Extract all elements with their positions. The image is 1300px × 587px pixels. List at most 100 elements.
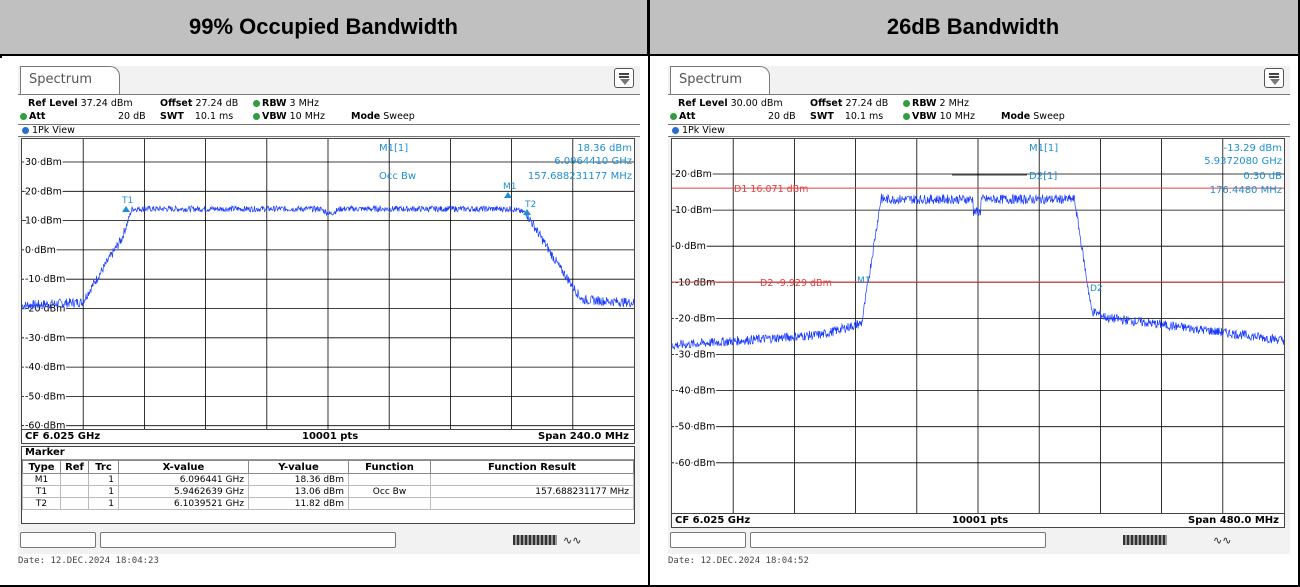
y-tick-label: -40 dBm <box>675 386 715 397</box>
att-label: Att <box>29 111 46 122</box>
att-value: 20 dB <box>768 111 796 122</box>
cell: 6.096441 GHz <box>118 473 249 486</box>
spectrum-plot-left[interactable]: 30 dBm 20 dBm 10 dBm 0 dBm -10 dBm -20 dBm -30… <box>21 138 635 430</box>
y-tick-label: 0 dBm <box>675 241 706 252</box>
cell <box>348 473 431 486</box>
spectrum-plot-right[interactable]: 20 dBm 10 dBm 0 dBm -10 dBm -20 dBm -30 dBm -4… <box>671 138 1285 514</box>
signal-icon: ∿∿ <box>563 534 582 547</box>
signal-icon: ∿∿ <box>1213 534 1232 547</box>
trace-line <box>672 193 1284 350</box>
table-row[interactable]: M1 1 6.096441 GHz 18.36 dBm <box>22 473 634 486</box>
sweep-progress-icon <box>1123 535 1167 545</box>
col-header: X-value <box>118 460 249 474</box>
marker-level: -13.29 dBm <box>1224 143 1282 154</box>
left-panel: Spectrum Ref Level 37.24 dBm Offset 27.2… <box>0 58 648 585</box>
offset-label: Offset <box>160 98 193 109</box>
offset-value: 27.24 dB <box>195 98 239 109</box>
offset-value: 27.24 dB <box>845 98 889 109</box>
delta-marker-level: 0.30 dB <box>1243 171 1282 182</box>
cell: 18.36 dBm <box>248 473 349 486</box>
marker-tag-m1: M1 <box>503 182 517 192</box>
mode-label: Mode <box>1001 111 1031 122</box>
cell: T2 <box>22 497 61 510</box>
delta-marker-frequency: 176.4480 MHz <box>1210 185 1282 196</box>
col-header: Y-value <box>248 460 349 474</box>
y-tick-label: -60 dBm <box>25 421 65 429</box>
col-header: Trc <box>88 460 119 474</box>
sweep-points: 10001 pts <box>952 515 1009 526</box>
view-label: 1Pk View <box>668 124 1290 137</box>
y-tick-label: -50 dBm <box>25 391 65 402</box>
center-frequency: CF 6.025 GHz <box>25 431 101 442</box>
left-column-header: 99% Occupied Bandwidth <box>0 0 648 56</box>
cell <box>60 497 89 510</box>
status-bar-right: ∿∿ <box>668 530 1290 550</box>
spectrum-plot-svg: 20 dBm 10 dBm 0 dBm -10 dBm -20 dBm -30 dBm -4… <box>672 139 1284 513</box>
sweep-points: 10001 pts <box>302 431 359 442</box>
sweep-progress-icon <box>513 535 557 545</box>
status-message-field[interactable] <box>750 532 1046 548</box>
marker-table-grid: Type Ref Trc X-value Y-value Function Fu… <box>22 460 634 510</box>
vbw-value: 10 MHz <box>289 111 326 122</box>
y-tick-label: -60 dBm <box>675 458 715 469</box>
offset-label: Offset <box>810 98 843 109</box>
cell: 13.06 dBm <box>248 485 349 498</box>
trace-indicator-icon <box>22 127 29 134</box>
marker-tag-m1: M1 <box>857 276 871 286</box>
status-field[interactable] <box>20 532 96 548</box>
vbw-label: VBW <box>262 111 287 122</box>
marker-table-header: Type Ref Trc X-value Y-value Function Fu… <box>22 460 634 474</box>
y-tick-label: -10 dBm <box>675 277 715 288</box>
right-column-header: 26dB Bandwidth <box>648 0 1298 56</box>
settings-header: Ref Level 30.00 dBm Offset 27.24 dB RBW … <box>668 94 1290 124</box>
att-value: 20 dB <box>118 111 146 122</box>
marker-name: M1[1] <box>379 143 408 154</box>
ref-level-label: Ref Level <box>28 98 78 109</box>
span: Span 480.0 MHz <box>1188 515 1279 526</box>
y-tick-label: 10 dBm <box>675 205 712 216</box>
trace-line <box>22 204 634 311</box>
spectrum-tab[interactable]: Spectrum <box>670 66 770 94</box>
vbw-status-icon <box>253 113 260 120</box>
rbw-value: 2 MHz <box>939 98 969 109</box>
plot-footer-left: CF 6.025 GHz 10001 pts Span 240.0 MHz <box>21 430 635 444</box>
marker-frequency: 5.9372080 GHz <box>1204 156 1282 167</box>
marker-arrow-icon <box>122 206 130 212</box>
status-message-field[interactable] <box>100 532 396 548</box>
cell: 1 <box>88 485 119 498</box>
marker-tag-t2: T2 <box>524 200 536 210</box>
vbw-status-icon <box>903 113 910 120</box>
y-tick-label: -30 dBm <box>25 333 65 344</box>
status-field[interactable] <box>670 532 746 548</box>
cell: 157.688231177 MHz <box>430 485 634 498</box>
y-tick-label: -30 dBm <box>675 350 715 361</box>
y-tick-label: -20 dBm <box>675 313 715 324</box>
marker-arrow-icon <box>523 209 531 215</box>
analyzer-screen-left: Spectrum Ref Level 37.24 dBm Offset 27.2… <box>18 66 640 554</box>
menu-icon[interactable] <box>614 68 634 88</box>
y-tick-label: 20 dBm <box>675 169 712 180</box>
cell: 1 <box>88 497 119 510</box>
marker-tag-t1: T1 <box>121 196 133 206</box>
y-tick-label: -10 dBm <box>25 274 65 285</box>
spectrum-tab[interactable]: Spectrum <box>20 66 120 94</box>
table-row[interactable]: T1 1 5.9462639 GHz 13.06 dBm Occ Bw 157.… <box>22 485 634 498</box>
marker-function-value: 157.688231177 MHz <box>528 171 632 182</box>
table-row[interactable]: T2 1 6.1039521 GHz 11.82 dBm <box>22 497 634 510</box>
ref-level-value: 37.24 dBm <box>80 98 133 109</box>
rbw-value: 3 MHz <box>289 98 319 109</box>
vbw-value: 10 MHz <box>939 111 976 122</box>
marker-function: Occ Bw <box>379 171 416 182</box>
view-label: 1Pk View <box>18 124 640 137</box>
rbw-label: RBW <box>262 98 287 109</box>
cell: 11.82 dBm <box>248 497 349 510</box>
col-header: Ref <box>60 460 89 474</box>
cell <box>430 497 634 510</box>
column-divider <box>648 0 650 587</box>
rbw-label: RBW <box>912 98 937 109</box>
mode-value: Sweep <box>1033 111 1065 122</box>
settings-header: Ref Level 37.24 dBm Offset 27.24 dB RBW … <box>18 94 640 124</box>
cell <box>348 497 431 510</box>
display-line-d2-label: D2 -9.929 dBm <box>760 278 832 289</box>
menu-icon[interactable] <box>1264 68 1284 88</box>
